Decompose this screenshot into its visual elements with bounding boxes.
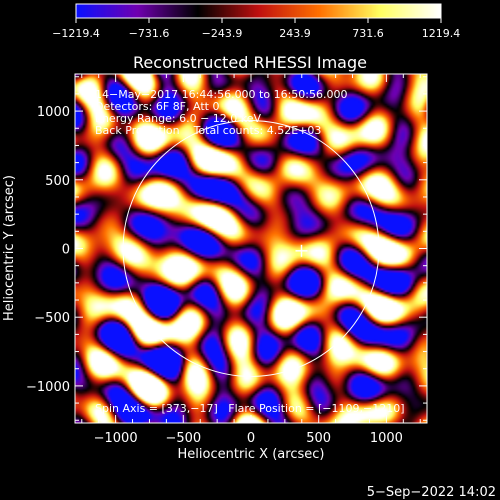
y-tick-label: 500 — [45, 174, 70, 189]
colorbar-tick-label: 243.9 — [279, 27, 311, 40]
colorbar-tick-label: 731.6 — [352, 27, 384, 40]
annotation-block: 14−May−2017 16:44:56.000 to 16:50:56.000… — [95, 88, 405, 415]
annotation-detectors: Detectors: 6F 8F, Att 0 — [95, 100, 219, 113]
chart-title: Reconstructed RHESSI Image — [133, 53, 367, 72]
annotation-energy-range: Energy Range: 6.0 − 12.0 keV — [95, 112, 262, 125]
x-tick-label: 1000 — [370, 431, 403, 446]
heatmap-raster — [75, 74, 427, 423]
annotation-time-range: 14−May−2017 16:44:56.000 to 16:50:56.000 — [95, 88, 348, 101]
solar-disk-circle — [122, 120, 380, 377]
colorbar-tick-label: −243.9 — [202, 27, 243, 40]
colorbar-ticks: −1219.4 −731.6 −243.9 243.9 731.6 1219.4 — [52, 18, 460, 40]
colorbar-tick-label: −731.6 — [129, 27, 170, 40]
colorbar-tick-label: 1219.4 — [422, 27, 461, 40]
annotation-method-counts: Back Projection Total counts: 4.52E+03 — [95, 124, 321, 137]
y-tick-label: 1000 — [37, 105, 70, 120]
x-tick-label: −1000 — [94, 431, 138, 446]
colorbar-gradient — [75, 3, 442, 19]
y-tick-label: −500 — [34, 311, 70, 326]
heatmap-image — [75, 74, 427, 423]
timestamp: 5−Sep−2022 14:02 — [367, 485, 496, 500]
spin-axis-cross-marker — [295, 244, 308, 257]
colorbar-image — [76, 4, 441, 18]
axis-ticks: −1000 −500 0 500 1000 −1000 −500 0 500 1000 — [26, 74, 427, 446]
y-tick-label: 0 — [62, 243, 70, 258]
colorbar: −1219.4 −731.6 −243.9 243.9 731.6 1219.4 — [52, 3, 460, 40]
x-axis-label: Heliocentric X (arcsec) — [178, 447, 325, 462]
y-tick-label: −1000 — [26, 380, 70, 395]
x-tick-label: 0 — [247, 431, 255, 446]
x-tick-label: −500 — [165, 431, 201, 446]
x-tick-label: 500 — [306, 431, 331, 446]
y-axis-label: Heliocentric Y (arcsec) — [2, 175, 17, 321]
annotation-spin-flare: Spin Axis = [373,−17] Flare Position = [… — [95, 402, 405, 415]
colorbar-tick-label: −1219.4 — [52, 27, 100, 40]
